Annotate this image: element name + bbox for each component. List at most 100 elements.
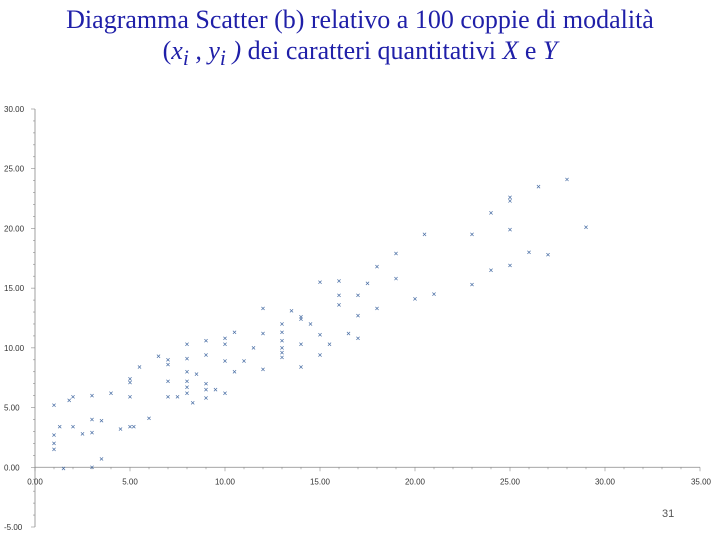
data-point (422, 232, 427, 237)
data-point (71, 394, 75, 399)
y-tick-label: 30.00 (4, 105, 25, 114)
data-point (251, 346, 256, 350)
data-point (137, 365, 142, 369)
data-point (185, 369, 189, 374)
data-point (232, 330, 237, 335)
data-point (166, 394, 170, 399)
data-point (166, 362, 170, 367)
data-point (128, 377, 132, 381)
data-point (128, 394, 132, 399)
data-point (71, 424, 75, 429)
data-point (204, 381, 208, 386)
data-point (80, 431, 85, 436)
title-line-1: Diagramma Scatter (b) relativo a 100 cop… (66, 5, 654, 34)
x-tick-label: 5.00 (122, 477, 138, 486)
data-point (318, 280, 322, 285)
data-point (261, 331, 265, 336)
x-tick-label: 30.00 (595, 477, 616, 486)
data-point (67, 398, 72, 403)
data-point (175, 394, 180, 399)
data-point (508, 195, 512, 200)
data-point (394, 251, 398, 256)
data-point (194, 372, 199, 376)
title-sub-i-y: i (219, 46, 226, 71)
data-point (346, 331, 351, 336)
data-point (185, 379, 189, 384)
title-rest: dei caratteri quantitativi (241, 36, 503, 65)
y-tick-label: 25.00 (4, 165, 25, 174)
data-point (356, 293, 360, 298)
x-tick-label: 25.00 (500, 477, 521, 486)
data-point (166, 357, 170, 362)
data-point (52, 403, 56, 408)
data-point (185, 342, 189, 347)
y-tick-label: 20.00 (4, 224, 25, 233)
data-point (394, 276, 398, 281)
data-point (166, 379, 170, 384)
x-tick-label: 10.00 (215, 477, 236, 486)
data-point (109, 391, 113, 396)
x-tick-label: 35.00 (691, 477, 712, 486)
y-tick-label: 15.00 (4, 284, 25, 293)
data-point (99, 457, 104, 461)
data-point (156, 354, 161, 359)
data-point (508, 263, 512, 268)
data-point (280, 322, 284, 326)
data-point (470, 282, 474, 287)
data-point (190, 400, 195, 405)
data-point (128, 424, 132, 429)
data-point (280, 338, 284, 343)
data-point (147, 416, 151, 421)
data-point (299, 317, 303, 322)
data-point (432, 292, 436, 296)
data-point (261, 367, 265, 372)
data-point (185, 356, 189, 361)
data-point (308, 322, 313, 326)
data-point (337, 293, 341, 298)
title-open-paren: ( (162, 36, 172, 65)
data-point (232, 369, 237, 374)
data-point (52, 441, 56, 446)
data-point (52, 447, 56, 452)
data-point (242, 359, 246, 363)
data-point (57, 424, 62, 429)
title-var-x: x (171, 36, 183, 65)
x-tick-label: 15.00 (310, 477, 331, 486)
y-tick-label: -5.00 (4, 523, 23, 532)
data-point (280, 355, 284, 360)
data-point (90, 465, 94, 470)
title-sub-i-x: i (182, 46, 189, 71)
data-point (337, 303, 341, 307)
data-point (261, 306, 265, 311)
data-point (375, 264, 379, 269)
data-point (365, 281, 370, 286)
data-point (318, 353, 322, 357)
data-point (61, 466, 66, 471)
chart-axes (31, 108, 701, 528)
title-var-y: y (208, 36, 220, 65)
data-point (280, 330, 284, 335)
data-point (223, 342, 227, 347)
data-point (90, 430, 94, 435)
data-point (90, 417, 94, 422)
data-point (470, 232, 474, 237)
data-point (489, 268, 493, 273)
data-point (508, 227, 512, 232)
data-point (536, 184, 541, 189)
data-point (223, 359, 227, 363)
data-point (204, 353, 208, 357)
data-point (128, 380, 132, 385)
data-point (527, 250, 531, 255)
page-number: 31 (662, 508, 675, 520)
data-point (489, 211, 493, 215)
data-point (356, 336, 360, 341)
data-point (185, 385, 189, 390)
x-tick-label: 0.00 (27, 477, 43, 486)
data-point (118, 427, 123, 431)
y-tick-label: 5.00 (4, 404, 20, 413)
data-point (413, 297, 417, 301)
data-point (52, 433, 56, 437)
data-point (280, 346, 284, 350)
data-point (546, 252, 550, 257)
